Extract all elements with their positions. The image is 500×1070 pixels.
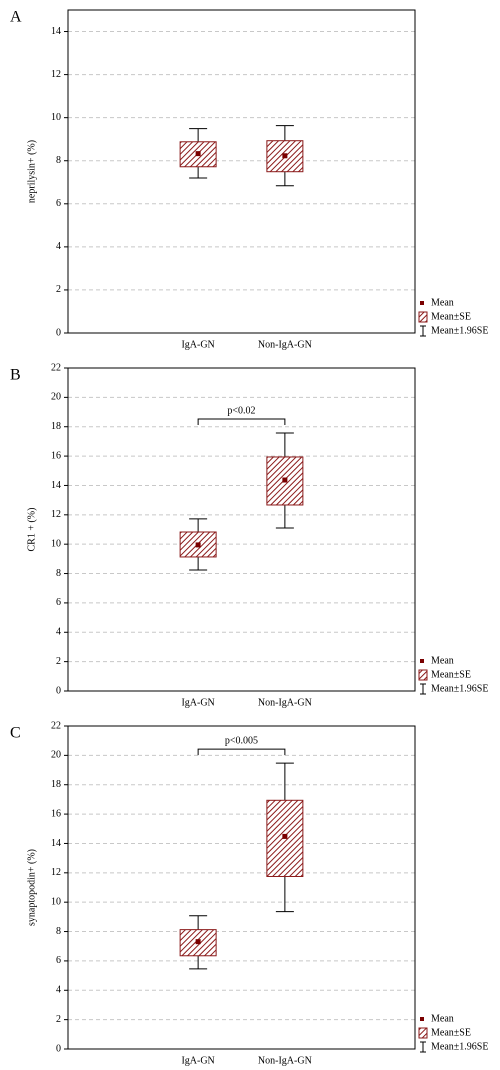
panel-letter: C [10, 725, 21, 742]
panel-letter: B [10, 367, 21, 384]
y-tick-label: 6 [56, 198, 61, 209]
mean-marker [195, 542, 201, 548]
y-tick-label: 0 [56, 1043, 61, 1054]
legend-label: Mean±SE [431, 311, 471, 322]
significance-bracket [197, 748, 286, 756]
plot-frame [67, 725, 416, 1050]
y-tick-label: 20 [51, 392, 61, 403]
legend-se-icon [418, 311, 428, 323]
y-tick-label: 2 [56, 1014, 61, 1025]
legend-label: Mean [431, 655, 454, 666]
x-tick-label: Non-IgA-GN [258, 697, 312, 708]
annotation: p<0.02 [227, 405, 255, 416]
y-tick-label: 12 [51, 867, 61, 878]
mean-marker [282, 833, 288, 839]
y-tick-label: 0 [56, 327, 61, 338]
y-tick-label: 14 [51, 26, 61, 37]
y-tick-label: 4 [56, 241, 61, 252]
y-tick-label: 4 [56, 985, 61, 996]
legend-label: Mean±1.96SE [431, 325, 488, 336]
y-tick-label: 16 [51, 450, 61, 461]
x-tick-label: IgA-GN [181, 339, 214, 350]
x-tick-label: Non-IgA-GN [258, 1055, 312, 1066]
x-tick-label: IgA-GN [181, 1055, 214, 1066]
y-tick-label: 14 [51, 480, 61, 491]
x-tick-label: IgA-GN [181, 697, 214, 708]
y-tick-label: 2 [56, 284, 61, 295]
mean-marker [282, 153, 288, 159]
panel-letter: A [10, 9, 22, 26]
legend-se-icon [418, 1027, 428, 1039]
legend-label: Mean±1.96SE [431, 1041, 488, 1052]
legend-mean-icon [420, 301, 424, 305]
y-tick-label: 16 [51, 808, 61, 819]
legend-ci-icon [420, 325, 426, 337]
y-tick-label: 18 [51, 779, 61, 790]
y-tick-label: 22 [51, 362, 61, 373]
y-tick-label: 14 [51, 838, 61, 849]
y-tick-label: 6 [56, 597, 61, 608]
y-tick-label: 6 [56, 955, 61, 966]
legend-mean-icon [420, 659, 424, 663]
plot-frame [67, 9, 416, 334]
y-tick-label: 8 [56, 926, 61, 937]
y-tick-label: 0 [56, 685, 61, 696]
mean-marker [195, 151, 201, 157]
y-tick-label: 22 [51, 720, 61, 731]
y-axis-label: CR1 + (%) [26, 508, 37, 552]
legend-label: Mean±1.96SE [431, 683, 488, 694]
legend-label: Mean [431, 1013, 454, 1024]
legend-label: Mean±SE [431, 1027, 471, 1038]
legend-ci-icon [420, 1041, 426, 1053]
y-axis-label: synaptopodin+ (%) [26, 849, 37, 926]
y-axis-label: neprilysin+ (%) [26, 140, 37, 203]
y-tick-label: 8 [56, 155, 61, 166]
y-tick-label: 8 [56, 568, 61, 579]
x-tick-label: Non-IgA-GN [258, 339, 312, 350]
y-tick-label: 12 [51, 509, 61, 520]
y-tick-label: 20 [51, 750, 61, 761]
legend-mean-icon [420, 1017, 424, 1021]
legend-label: Mean±SE [431, 669, 471, 680]
legend-label: Mean [431, 297, 454, 308]
y-tick-label: 18 [51, 421, 61, 432]
y-tick-label: 12 [51, 69, 61, 80]
significance-bracket [197, 418, 286, 426]
plot-frame [67, 367, 416, 692]
y-tick-label: 10 [51, 538, 61, 549]
y-tick-label: 10 [51, 112, 61, 123]
y-tick-label: 4 [56, 627, 61, 638]
legend-ci-icon [420, 683, 426, 695]
mean-marker [282, 477, 288, 483]
y-tick-label: 10 [51, 896, 61, 907]
mean-marker [195, 939, 201, 945]
legend-se-icon [418, 669, 428, 681]
y-tick-label: 2 [56, 656, 61, 667]
annotation: p<0.005 [225, 735, 258, 746]
